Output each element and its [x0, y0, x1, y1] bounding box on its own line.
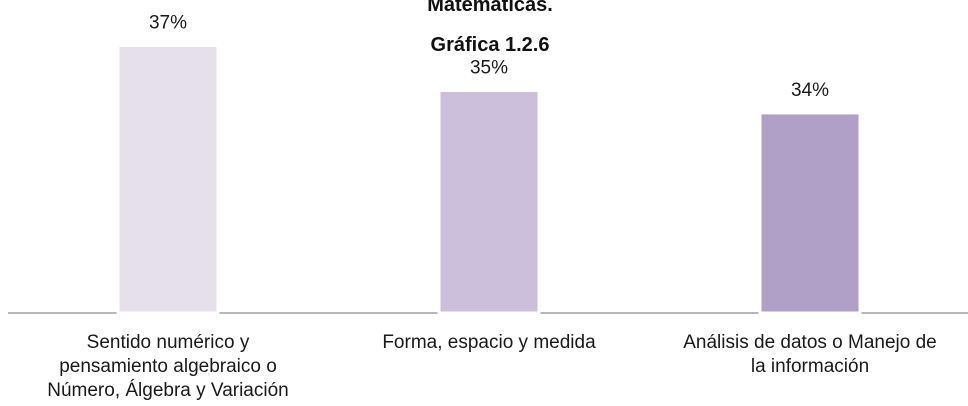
category-label-1-line-3: Número, Álgebra y Variación: [47, 380, 289, 401]
category-label-2: Forma, espacio y medida: [329, 331, 649, 355]
category-label-3-line-1: Análisis de datos o Manejo de: [683, 332, 937, 353]
category-label-1-line-2: pensamiento algebraico o: [59, 356, 277, 377]
category-label-1-line-1: Sentido numérico y: [86, 332, 250, 353]
chart-title-line-1: Matemáticas.: [427, 0, 553, 16]
category-label-3: Análisis de datos o Manejo de la informac…: [650, 331, 968, 379]
bar-3: [758, 111, 862, 315]
value-label-2: 35%: [470, 57, 508, 78]
bar-1: [116, 43, 220, 315]
value-label-3: 34%: [791, 80, 829, 101]
category-label-2-line-1: Forma, espacio y medida: [382, 332, 596, 353]
value-label-1: 37%: [149, 12, 187, 33]
category-label-3-line-2: la información: [750, 356, 870, 377]
category-label-1: Sentido numérico y pensamiento algebraico…: [8, 331, 328, 403]
chart-title-line-2: Gráfica 1.2.6: [430, 34, 550, 56]
bar-2: [437, 88, 541, 315]
